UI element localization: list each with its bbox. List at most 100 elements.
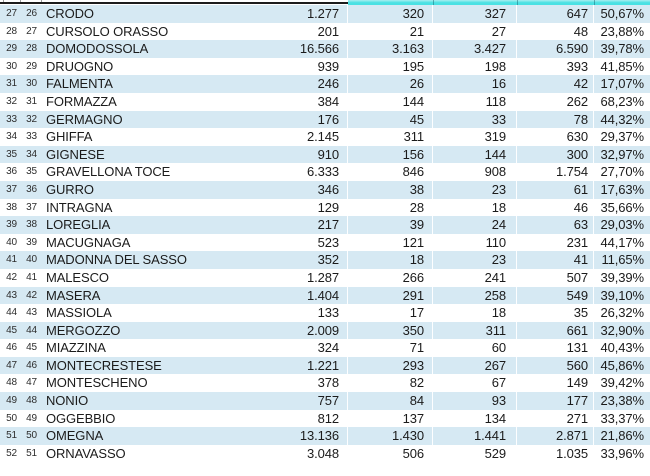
value-cell-2[interactable]: 24 (433, 216, 517, 234)
municipality-name-cell[interactable]: MONTECRESTESE (46, 357, 162, 373)
row-number-cell[interactable]: 34 (6, 131, 17, 143)
percentage-cell[interactable]: 35,66% (600, 199, 645, 215)
municipality-name-cell[interactable]: MADONNA DEL SASSO (46, 252, 187, 268)
index-number-cell[interactable]: 46 (26, 359, 37, 371)
electors-value-cell[interactable]: 2.009 (288, 321, 348, 340)
electors-value-cell[interactable]: 3.048 (306, 445, 339, 461)
percentage-cell[interactable]: 29,37% (600, 129, 645, 145)
index-number-cell[interactable]: 37 (26, 201, 37, 213)
value-cell-2[interactable]: 241 (484, 269, 506, 285)
municipality-name-cell[interactable]: ORNAVASSO (46, 445, 126, 461)
total-value-cell[interactable]: 393 (566, 58, 588, 74)
electors-value-cell[interactable]: 757 (288, 392, 348, 410)
highlighted-header-cells[interactable] (348, 0, 650, 5)
municipality-name-cell[interactable]: GURRO (46, 181, 94, 197)
value-cell-2[interactable]: 67 (491, 375, 506, 391)
value-cell-2[interactable]: 327 (433, 5, 517, 23)
total-value-cell[interactable]: 661 (517, 321, 594, 340)
value-cell-2[interactable]: 16 (433, 75, 517, 93)
municipality-name-cell[interactable]: NONIO (46, 393, 89, 409)
row-number-cell[interactable]: 49 (6, 395, 17, 407)
municipality-name-cell[interactable]: INTRAGNA (46, 199, 113, 215)
total-value-cell[interactable]: 231 (566, 234, 588, 250)
electors-value-cell[interactable]: 129 (317, 199, 339, 215)
municipality-name-cell[interactable]: MASERA (46, 287, 101, 303)
index-number-cell[interactable]: 36 (26, 183, 37, 195)
total-value-cell[interactable]: 78 (517, 110, 594, 129)
total-value-cell[interactable]: 177 (517, 392, 594, 410)
municipality-name-cell[interactable]: MONTESCHENO (46, 375, 148, 391)
row-number-cell[interactable]: 31 (6, 78, 17, 90)
value-cell-1[interactable]: 18 (348, 251, 433, 269)
percentage-cell[interactable]: 68,23% (600, 93, 645, 109)
row-number-cell[interactable]: 41 (6, 254, 17, 266)
electors-value-cell[interactable]: 16.566 (288, 40, 348, 58)
index-number-cell[interactable]: 34 (26, 148, 37, 160)
electors-value-cell[interactable]: 384 (317, 93, 339, 109)
row-number-cell[interactable]: 36 (6, 166, 17, 178)
electors-value-cell[interactable]: 324 (317, 340, 339, 356)
row-number-cell[interactable]: 52 (6, 447, 17, 459)
value-cell-1[interactable]: 350 (348, 321, 433, 340)
row-number-cell[interactable]: 37 (6, 183, 17, 195)
electors-value-cell[interactable]: 1.221 (288, 356, 348, 375)
index-number-cell[interactable]: 28 (26, 43, 37, 55)
index-number-cell[interactable]: 40 (26, 254, 37, 266)
value-cell-1[interactable]: 320 (348, 5, 433, 23)
value-cell-2[interactable]: 18 (491, 199, 506, 215)
index-number-cell[interactable]: 48 (26, 395, 37, 407)
value-cell-1[interactable]: 84 (348, 392, 433, 410)
value-cell-2[interactable]: 93 (433, 392, 517, 410)
value-cell-1[interactable]: 195 (402, 58, 424, 74)
municipality-name-cell[interactable]: LOREGLIA (46, 217, 111, 233)
row-number-cell[interactable]: 48 (6, 377, 17, 389)
total-value-cell[interactable]: 549 (517, 286, 594, 305)
electors-value-cell[interactable]: 1.277 (288, 5, 348, 23)
electors-value-cell[interactable]: 246 (288, 75, 348, 93)
row-number-cell[interactable]: 39 (6, 219, 17, 231)
municipality-name-cell[interactable]: DOMODOSSOLA (46, 41, 149, 57)
index-number-cell[interactable]: 39 (26, 236, 37, 248)
electors-value-cell[interactable]: 910 (288, 145, 348, 164)
row-number-cell[interactable]: 45 (6, 324, 17, 336)
electors-value-cell[interactable]: 2.145 (306, 129, 339, 145)
value-cell-2[interactable]: 18 (491, 305, 506, 321)
percentage-cell[interactable]: 21,86% (600, 428, 645, 444)
value-cell-1[interactable]: 506 (402, 445, 424, 461)
index-number-cell[interactable]: 47 (26, 377, 37, 389)
value-cell-1[interactable]: 39 (348, 216, 433, 234)
electors-value-cell[interactable]: 176 (288, 110, 348, 129)
electors-value-cell[interactable]: 1.404 (288, 286, 348, 305)
percentage-cell[interactable]: 32,97% (600, 146, 645, 162)
index-number-cell[interactable]: 33 (26, 131, 37, 143)
row-number-cell[interactable]: 51 (6, 430, 17, 442)
percentage-cell[interactable]: 27,70% (600, 164, 645, 180)
electors-value-cell[interactable]: 378 (317, 375, 339, 391)
value-cell-2[interactable]: 144 (433, 145, 517, 164)
percentage-cell[interactable]: 44,32% (600, 111, 645, 127)
index-number-cell[interactable]: 27 (26, 25, 37, 37)
percentage-cell[interactable]: 39,10% (600, 287, 645, 303)
percentage-cell[interactable]: 45,86% (600, 357, 645, 373)
index-number-cell[interactable]: 26 (26, 8, 37, 19)
value-cell-1[interactable]: 38 (348, 180, 433, 199)
row-number-cell[interactable]: 46 (6, 342, 17, 354)
electors-value-cell[interactable]: 201 (317, 23, 339, 39)
municipality-name-cell[interactable]: MALESCO (46, 269, 109, 285)
total-value-cell[interactable]: 300 (517, 145, 594, 164)
index-number-cell[interactable]: 30 (26, 78, 37, 90)
value-cell-2[interactable]: 27 (491, 23, 506, 39)
municipality-name-cell[interactable]: MASSIOLA (46, 305, 112, 321)
percentage-cell[interactable]: 50,67% (600, 6, 645, 21)
total-value-cell[interactable]: 262 (566, 93, 588, 109)
total-value-cell[interactable]: 61 (517, 180, 594, 199)
row-number-cell[interactable]: 47 (6, 359, 17, 371)
row-number-cell[interactable]: 27 (6, 8, 17, 19)
value-cell-2[interactable]: 118 (485, 93, 507, 109)
value-cell-1[interactable]: 17 (409, 305, 424, 321)
index-number-cell[interactable]: 35 (26, 166, 37, 178)
electors-value-cell[interactable]: 13.136 (288, 427, 348, 445)
value-cell-1[interactable]: 291 (348, 286, 433, 305)
percentage-cell[interactable]: 40,43% (600, 340, 645, 356)
electors-value-cell[interactable]: 812 (317, 410, 339, 426)
